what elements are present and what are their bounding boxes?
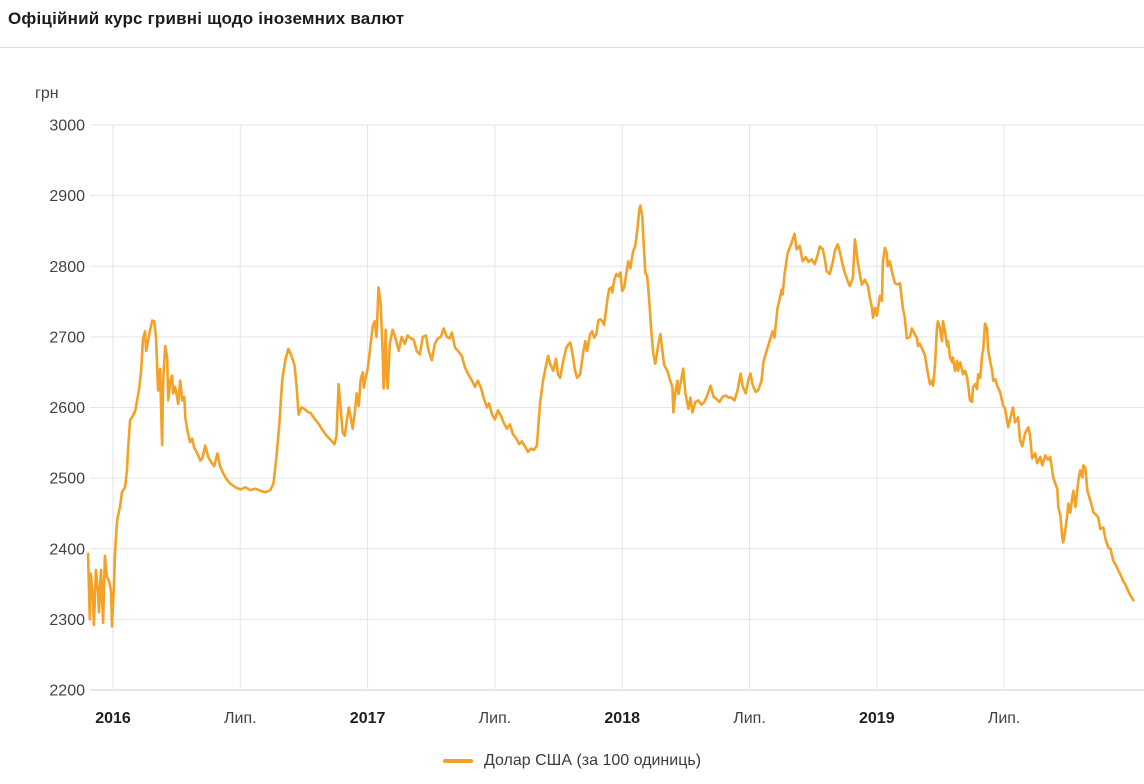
- y-tick-label: 2500: [49, 471, 85, 488]
- y-tick-label: 2700: [49, 329, 85, 346]
- x-tick-label: 2016: [95, 710, 131, 727]
- series-line-usd: [86, 204, 1135, 628]
- x-tick-label: Лип.: [224, 710, 257, 727]
- y-axis-unit-label: грн: [35, 85, 59, 102]
- legend-line-icon: [442, 759, 473, 763]
- y-tick-label: 2200: [49, 683, 85, 700]
- page-title: Офіційний курс гривні щодо іноземних вал…: [8, 9, 405, 28]
- x-tick-label: 2019: [859, 710, 895, 727]
- y-tick-label: 2300: [49, 612, 85, 629]
- y-tick-label: 2600: [49, 400, 85, 417]
- y-tick-label: 2900: [49, 188, 85, 205]
- legend-item-label: Долар США (за 100 одиниць): [483, 752, 702, 769]
- chart-legend: Долар США (за 100 одиниць): [0, 752, 1144, 770]
- y-tick-label: 2400: [49, 541, 85, 558]
- x-tick-label: Лип.: [479, 710, 512, 727]
- x-tick-label: Лип.: [988, 710, 1021, 727]
- x-tick-label: Лип.: [733, 710, 766, 727]
- x-tick-label: 2017: [350, 710, 386, 727]
- legend-item-usd[interactable]: Долар США (за 100 одиниць): [442, 752, 702, 770]
- y-tick-label: 3000: [49, 118, 85, 135]
- header-divider: [0, 47, 1144, 48]
- x-tick-label: 2018: [604, 710, 640, 727]
- y-tick-label: 2800: [49, 259, 85, 276]
